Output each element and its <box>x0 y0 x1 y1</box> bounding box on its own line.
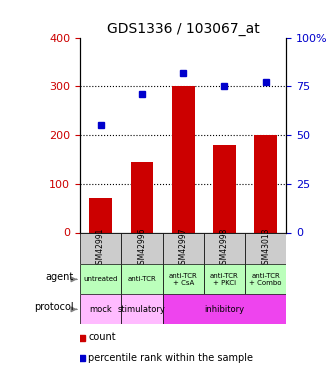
Text: GSM42996: GSM42996 <box>137 228 147 269</box>
Bar <box>172 86 194 232</box>
Text: protocol: protocol <box>34 303 73 312</box>
Text: GSM43013: GSM43013 <box>261 228 270 269</box>
Bar <box>254 135 277 232</box>
Title: GDS1336 / 103067_at: GDS1336 / 103067_at <box>107 22 259 36</box>
Bar <box>80 232 121 264</box>
Text: count: count <box>88 333 116 342</box>
Text: anti-TCR: anti-TCR <box>128 276 156 282</box>
Text: agent: agent <box>45 273 73 282</box>
Bar <box>80 264 121 294</box>
Bar <box>245 232 286 264</box>
Bar <box>121 264 163 294</box>
Bar <box>89 198 112 232</box>
Text: mock: mock <box>89 305 112 314</box>
Bar <box>204 264 245 294</box>
Text: GSM42997: GSM42997 <box>178 228 188 269</box>
Text: anti-TCR
+ PKCi: anti-TCR + PKCi <box>210 273 239 286</box>
Bar <box>163 294 286 324</box>
Text: inhibitory: inhibitory <box>204 305 244 314</box>
Text: GSM42998: GSM42998 <box>220 228 229 269</box>
Text: percentile rank within the sample: percentile rank within the sample <box>88 353 253 363</box>
Text: anti-TCR
+ Combo: anti-TCR + Combo <box>249 273 282 286</box>
Bar <box>163 232 204 264</box>
Text: GSM42991: GSM42991 <box>96 228 105 269</box>
Bar <box>121 294 163 324</box>
Bar <box>213 145 236 232</box>
Bar <box>245 264 286 294</box>
Bar <box>131 162 153 232</box>
Text: stimulatory: stimulatory <box>118 305 166 314</box>
Bar <box>204 232 245 264</box>
Bar <box>80 294 121 324</box>
Text: untreated: untreated <box>83 276 118 282</box>
Bar <box>121 232 163 264</box>
Text: anti-TCR
+ CsA: anti-TCR + CsA <box>169 273 197 286</box>
Bar <box>163 264 204 294</box>
